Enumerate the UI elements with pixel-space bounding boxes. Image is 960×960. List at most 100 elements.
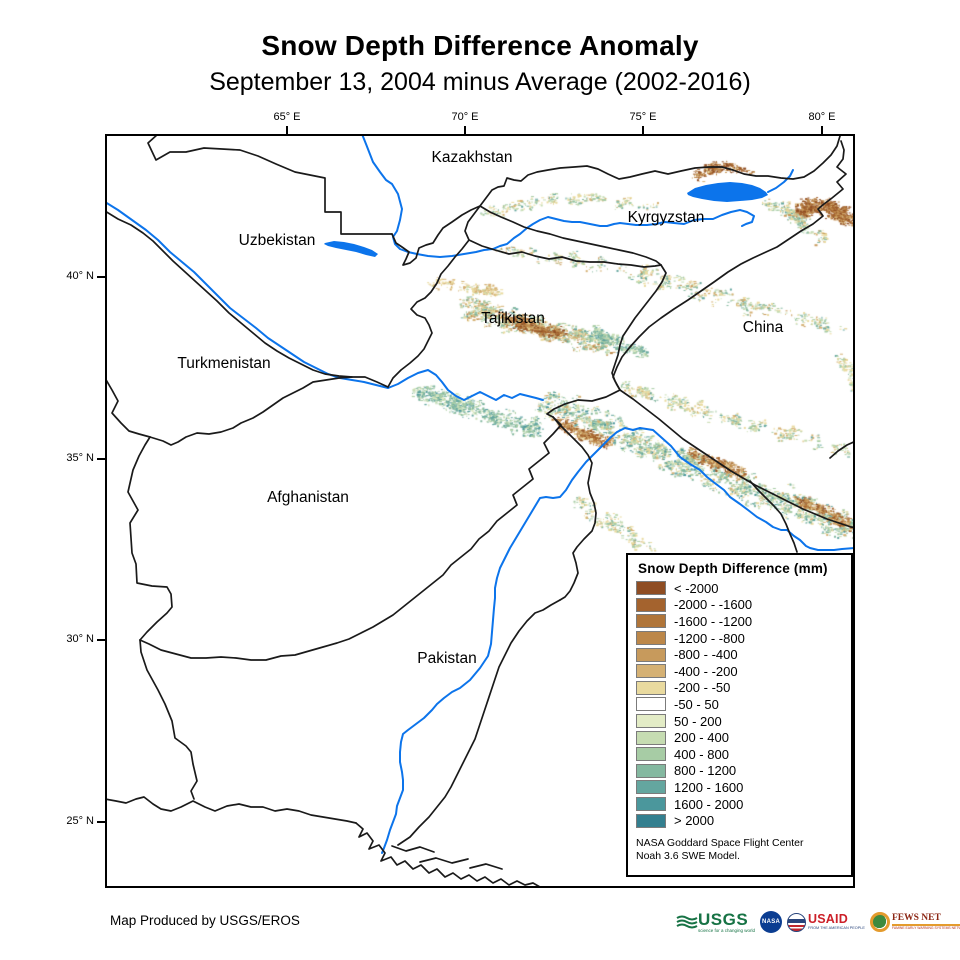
legend-label: > 2000 [674,813,715,829]
legend-row: -1200 - -800 [628,630,851,647]
country-border [397,599,561,846]
country-label-uzbekistan: Uzbekistan [238,232,316,249]
legend-swatch [636,813,666,828]
legend-row: < -2000 [628,580,851,597]
lat-tick-label: 40° N [66,270,94,282]
river [361,136,755,258]
legend-row: 1600 - 2000 [628,796,851,813]
legend-label: -50 - 50 [674,696,719,712]
lon-tick-label: 70° E [451,111,479,123]
legend-label: -1200 - -800 [674,630,745,646]
legend-swatch [636,763,666,778]
legend-swatch [636,697,666,712]
page-subtitle: September 13, 2004 minus Average (2002-2… [209,68,751,96]
country-border [464,205,481,241]
country-label-afghanistan: Afghanistan [267,489,349,506]
country-border [107,796,357,824]
country-border [546,389,621,418]
legend-row: -1600 - -1200 [628,613,851,630]
usgs-wordmark: USGS [698,909,749,929]
country-border [355,822,540,886]
usgs-wave-icon [676,915,698,929]
legend-label: 50 - 200 [674,713,722,729]
country-border [829,441,853,459]
legend-row: > 2000 [628,812,851,829]
legend-label: 800 - 1200 [674,763,737,779]
map-vector-layer [107,136,853,886]
country-border [107,379,151,438]
country-border [619,389,853,529]
country-label-china: China [742,319,784,336]
lon-tick-mark [821,126,823,134]
legend-row: -800 - -400 [628,646,851,663]
legend-row: 200 - 400 [628,729,851,746]
fewsnet-underline [891,924,960,926]
country-border [127,436,173,641]
country-border [391,136,841,266]
country-border [468,239,662,268]
lake [687,182,768,202]
usgs-tagline: science for a changing world [698,927,756,933]
lat-tick-mark [97,458,105,460]
legend-label: < -2000 [674,580,719,596]
river [767,169,794,193]
country-border [149,376,389,446]
lon-tick-label: 75° E [629,111,657,123]
legend-swatch [636,664,666,679]
legend-label: 200 - 400 [674,730,729,746]
country-border [749,480,798,553]
country-border [469,863,503,870]
lat-tick-label: 25° N [66,815,94,827]
country-border [147,136,393,235]
country-label-tajikistan: Tajikistan [481,310,545,327]
legend-label: -1600 - -1200 [674,613,753,629]
country-border [479,205,662,266]
lake [324,241,378,257]
legend-row: 400 - 800 [628,746,851,763]
legend-swatch [636,714,666,729]
lat-tick-mark [97,821,105,823]
legend: Snow Depth Difference (mm) < -2000 -2000 … [626,553,853,877]
legend-swatch [636,797,666,812]
country-border [611,264,667,391]
lon-tick-label: 80° E [808,111,836,123]
nasa-logo: NASA [760,911,783,933]
legend-label: 1200 - 1600 [674,779,744,795]
fewsnet-logo: FEWS NET FAMINE EARLY WARNING SYSTEMS NE… [869,912,960,932]
legend-note-line: NASA Goddard Space Flight Center [636,836,804,849]
nasa-insignia-icon: NASA [760,911,783,933]
usaid-logo: USAID FROM THE AMERICAN PEOPLE [787,912,865,932]
legend-note-line: Noah 3.6 SWE Model. [636,850,740,863]
country-label-kazakhstan: Kazakhstan [431,149,513,166]
legend-row: -400 - -200 [628,663,851,680]
legend-label: -2000 - -1600 [674,597,753,613]
legend-label: -200 - -50 [674,680,731,696]
legend-row: -2000 - -1600 [628,597,851,614]
fewsnet-tagline: FAMINE EARLY WARNING SYSTEMS NETWORK [891,925,960,930]
river [387,369,544,401]
usaid-wordmark: USAID [808,912,848,927]
lon-tick-mark [642,126,644,134]
legend-label: 400 - 800 [674,746,729,762]
country-border [107,211,353,378]
lat-tick-mark [97,639,105,641]
country-border [391,845,435,853]
legend-row: 50 - 200 [628,713,851,730]
legend-row: -50 - 50 [628,696,851,713]
legend-label: -400 - -200 [674,663,738,679]
legend-row: 800 - 1200 [628,763,851,780]
legend-swatch [636,631,666,646]
legend-title: Snow Depth Difference (mm) [638,561,828,576]
lon-tick-mark [286,126,288,134]
legend-swatch [636,597,666,612]
legend-swatch [636,680,666,695]
legend-label: -800 - -400 [674,647,738,663]
country-border [387,239,470,388]
lon-tick-mark [464,126,466,134]
country-border [552,416,597,601]
legend-notes: NASA Goddard Space Flight Center Noah 3.… [636,837,851,864]
usaid-tagline: FROM THE AMERICAN PEOPLE [808,925,865,930]
country-label-turkmenistan: Turkmenistan [177,355,271,372]
lat-tick-mark [97,276,105,278]
